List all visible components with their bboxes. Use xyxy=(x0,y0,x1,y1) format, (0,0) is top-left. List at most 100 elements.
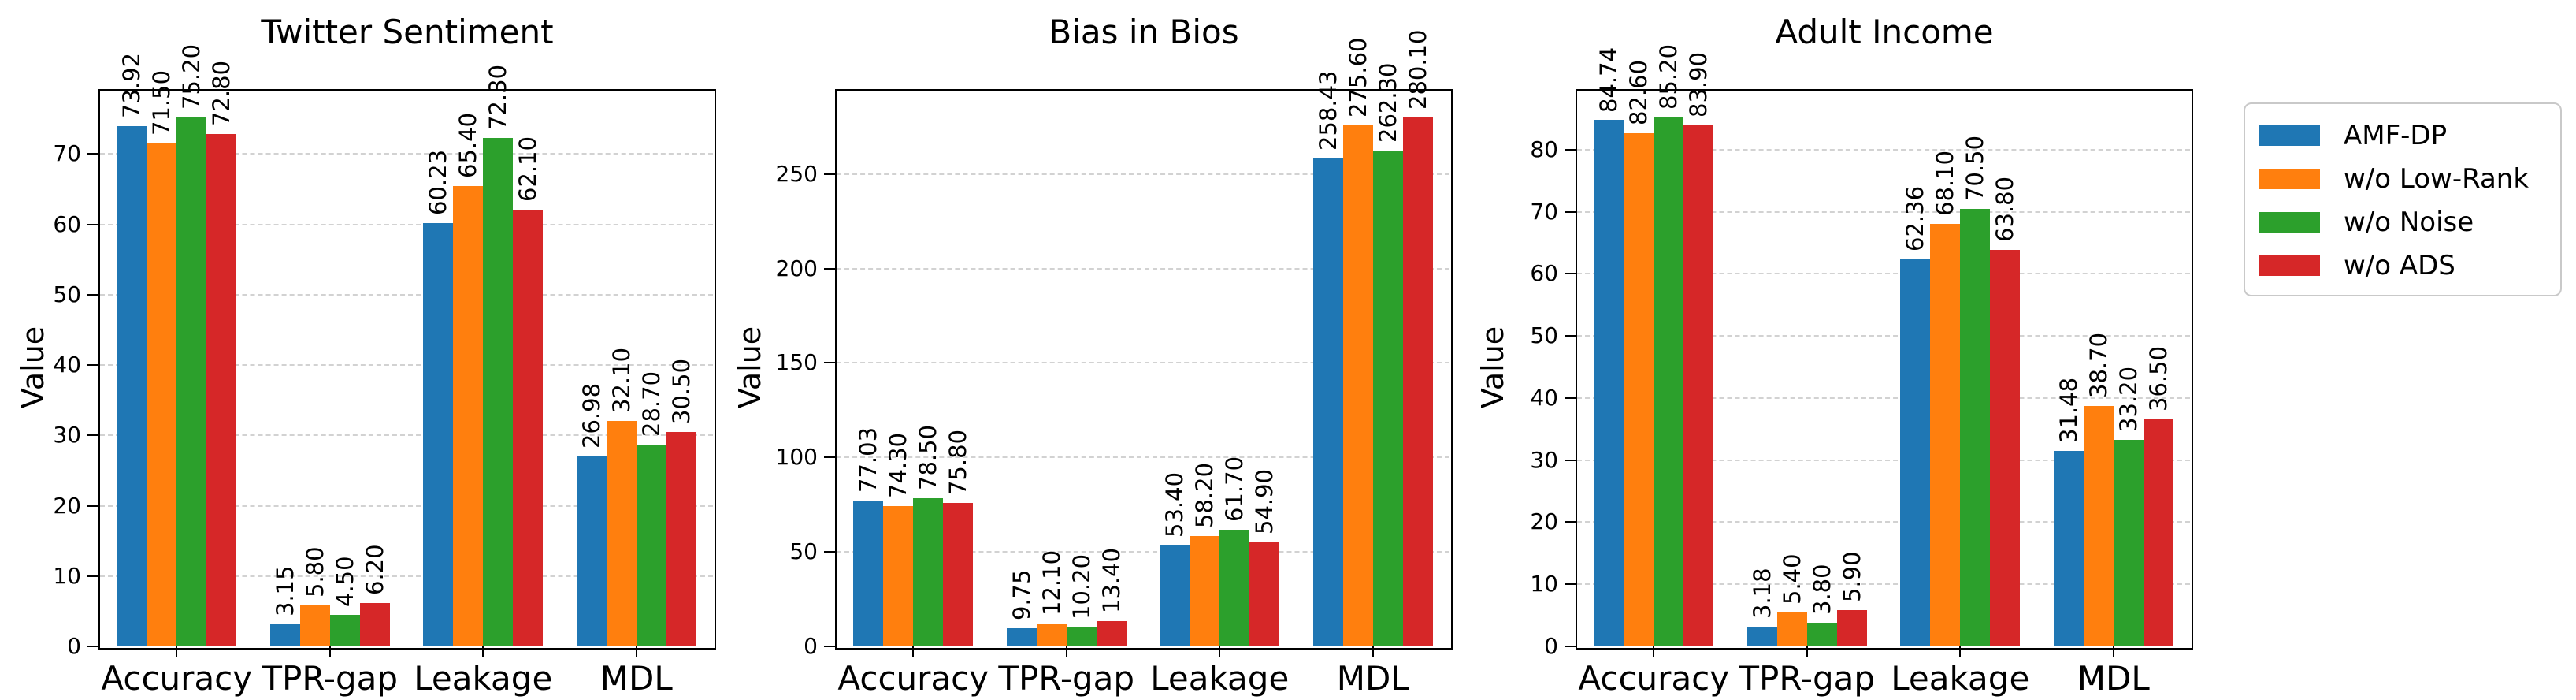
x-tick xyxy=(1219,646,1221,657)
legend-swatch-wo-low-rank xyxy=(2259,168,2320,189)
y-tick-label: 200 xyxy=(775,255,818,281)
y-tick-label: 50 xyxy=(1530,322,1558,349)
y-tick xyxy=(824,362,835,364)
y-tick-label: 60 xyxy=(53,210,81,237)
bar-value-label: 72.80 xyxy=(208,61,236,127)
bar-amf-dp xyxy=(1594,120,1624,646)
y-tick xyxy=(87,575,98,577)
bar-w-o-ads xyxy=(943,503,974,646)
gridline xyxy=(100,293,713,296)
bar-w-o-low-rank xyxy=(1190,536,1220,646)
bar-value-label: 58.20 xyxy=(1191,463,1219,529)
bar-amf-dp xyxy=(1312,158,1343,646)
bar-value-label: 53.40 xyxy=(1161,471,1189,538)
bar-value-label: 33.20 xyxy=(2114,367,2142,433)
bar-w-o-low-rank xyxy=(1624,133,1654,646)
x-tick xyxy=(1065,646,1067,657)
bar-w-o-low-rank xyxy=(1930,223,1961,646)
bar-w-o-ads xyxy=(1096,620,1127,646)
x-tick-label: TPR-gap xyxy=(998,659,1135,698)
gridline xyxy=(1577,521,2190,523)
bar-w-o-noise xyxy=(1066,627,1097,646)
bar-value-label: 72.30 xyxy=(484,64,512,130)
chart-title-bias-in-bios: Bias in Bios xyxy=(1049,13,1239,51)
bar-w-o-low-rank xyxy=(883,505,914,646)
bar-amf-dp xyxy=(1006,627,1037,646)
y-tick xyxy=(1565,210,1576,213)
y-tick xyxy=(824,646,835,647)
y-tick-label: 80 xyxy=(1530,136,1558,162)
x-tick-label: Accuracy xyxy=(101,659,253,698)
y-tick xyxy=(87,434,98,437)
y-tick xyxy=(1565,335,1576,337)
bar-w-o-noise xyxy=(176,117,207,646)
bar-w-o-noise xyxy=(483,137,514,646)
bar-value-label: 62.36 xyxy=(1902,185,1929,251)
bar-value-label: 12.10 xyxy=(1037,549,1065,616)
bar-value-label: 74.30 xyxy=(885,432,912,498)
y-tick-label: 0 xyxy=(1544,633,1558,659)
bar-value-label: 84.74 xyxy=(1595,47,1623,113)
gridline xyxy=(100,575,713,577)
bar-amf-dp xyxy=(117,126,147,646)
y-tick xyxy=(87,153,98,155)
gridline xyxy=(837,362,1449,364)
bar-w-o-low-rank xyxy=(606,420,637,646)
bar-value-label: 262.30 xyxy=(1374,62,1401,143)
y-tick-label: 150 xyxy=(775,349,818,376)
x-tick-label: Leakage xyxy=(1891,659,2030,698)
bar-w-o-ads xyxy=(1249,542,1280,646)
bar-w-o-low-rank xyxy=(1036,623,1067,646)
x-tick xyxy=(1653,646,1655,657)
gridline xyxy=(100,364,713,367)
bar-w-o-noise xyxy=(1806,623,1837,646)
bar-value-label: 280.10 xyxy=(1404,29,1431,110)
bar-value-label: 5.80 xyxy=(301,546,328,598)
y-tick-label: 40 xyxy=(53,352,81,378)
y-tick xyxy=(824,456,835,459)
x-tick xyxy=(1959,646,1962,657)
bar-w-o-noise xyxy=(636,444,666,646)
y-tick-label: 30 xyxy=(1530,446,1558,473)
bar-w-o-low-rank xyxy=(147,143,177,646)
y-tick-label: 40 xyxy=(1530,384,1558,411)
bar-value-label: 13.40 xyxy=(1097,547,1125,613)
bar-value-label: 61.70 xyxy=(1221,456,1249,523)
y-tick-label: 70 xyxy=(53,140,81,167)
legend-label: w/o Noise xyxy=(2344,206,2474,238)
gridline xyxy=(1577,397,2190,399)
y-tick-label: 20 xyxy=(53,492,81,519)
x-tick-label: Leakage xyxy=(414,659,553,698)
legend-label: w/o ADS xyxy=(2344,249,2455,281)
y-tick-label: 100 xyxy=(775,444,818,471)
gridline xyxy=(837,456,1449,459)
bar-value-label: 83.90 xyxy=(1685,52,1713,118)
bar-w-o-noise xyxy=(1960,208,1991,646)
bar-value-label: 258.43 xyxy=(1314,70,1342,151)
gridline xyxy=(1577,210,2190,213)
y-tick xyxy=(87,223,98,225)
bar-value-label: 5.40 xyxy=(1778,553,1806,605)
y-tick-label: 0 xyxy=(67,633,81,659)
y-axis-label: Value xyxy=(1475,326,1510,409)
bar-w-o-ads xyxy=(513,209,544,646)
bar-value-label: 4.50 xyxy=(331,556,358,607)
gridline xyxy=(1577,583,2190,586)
bar-amf-dp xyxy=(1746,626,1777,646)
legend-item: w/o ADS xyxy=(2259,244,2549,287)
legend: AMF-DP w/o Low-Rank w/o Noise w/o ADS xyxy=(2244,102,2562,296)
bar-value-label: 54.90 xyxy=(1251,469,1279,535)
x-tick-label: TPR-gap xyxy=(1739,659,1876,698)
bar-amf-dp xyxy=(576,456,607,646)
y-tick-label: 10 xyxy=(53,562,81,589)
axes-bias-in-bios: 0 50 100 150 200 250 Accuracy 77.03 74.30 78.50 75… xyxy=(776,29,1453,698)
legend-item: w/o Low-Rank xyxy=(2259,157,2549,200)
y-tick xyxy=(1565,273,1576,275)
chart-title-twitter-sentiment: Twitter Sentiment xyxy=(261,13,554,51)
bar-w-o-low-rank xyxy=(1342,125,1373,646)
legend-swatch-wo-noise xyxy=(2259,211,2320,233)
bar-amf-dp xyxy=(853,501,884,646)
bar-amf-dp xyxy=(269,624,300,646)
bar-value-label: 78.50 xyxy=(915,424,942,490)
bar-value-label: 77.03 xyxy=(855,427,882,493)
